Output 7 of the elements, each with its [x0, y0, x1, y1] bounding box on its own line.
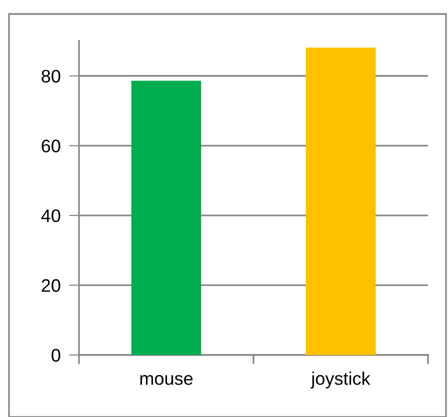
y-tick-label: 40	[41, 209, 60, 222]
y-tick-label: 20	[42, 279, 60, 292]
y-tick-label: 60	[42, 140, 60, 152]
x-tick-label: joystick	[310, 372, 370, 388]
x-tick-label: mouse	[140, 375, 193, 385]
y-tick-label: 0	[52, 348, 60, 362]
y-tick-label: 80	[42, 70, 60, 83]
